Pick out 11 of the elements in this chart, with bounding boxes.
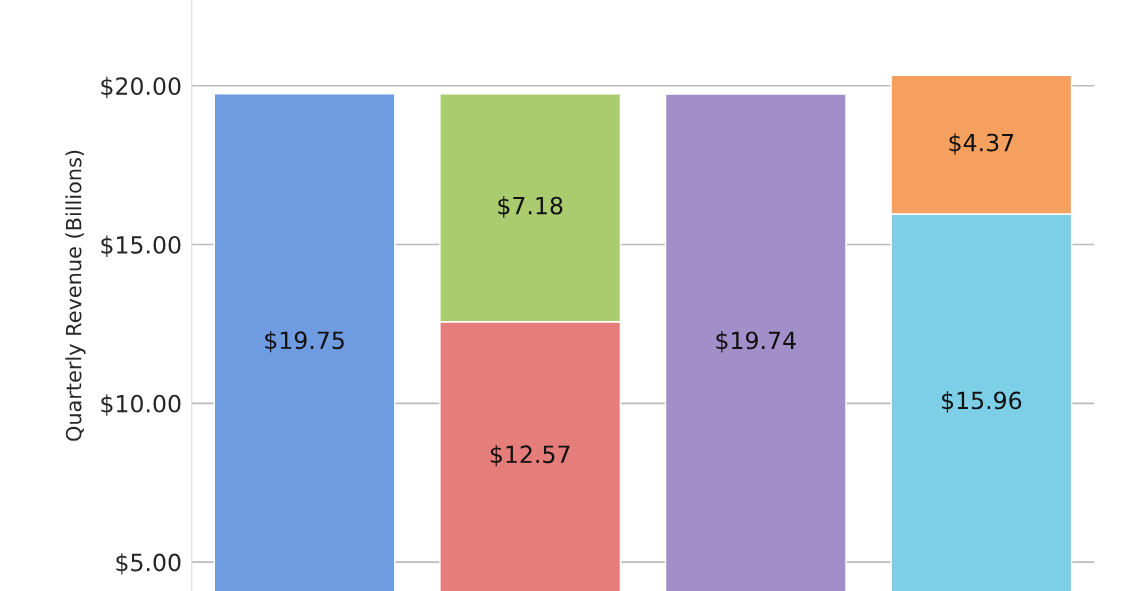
- y-tick-label: $20.00: [101, 76, 181, 99]
- y-tick-label: $5.00: [116, 553, 181, 575]
- data-label: $4.37: [949, 133, 1014, 155]
- data-label: $19.75: [265, 330, 344, 353]
- y-tick-label: $15.00: [101, 235, 181, 257]
- data-label: $19.74: [716, 331, 796, 353]
- y-axis-title: Quarterly Revenue (Billions): [65, 150, 86, 441]
- data-label: $15.96: [942, 391, 1022, 413]
- data-label: $7.18: [498, 196, 563, 218]
- y-tick-label: $10.00: [101, 394, 181, 416]
- data-label: $12.57: [490, 444, 570, 467]
